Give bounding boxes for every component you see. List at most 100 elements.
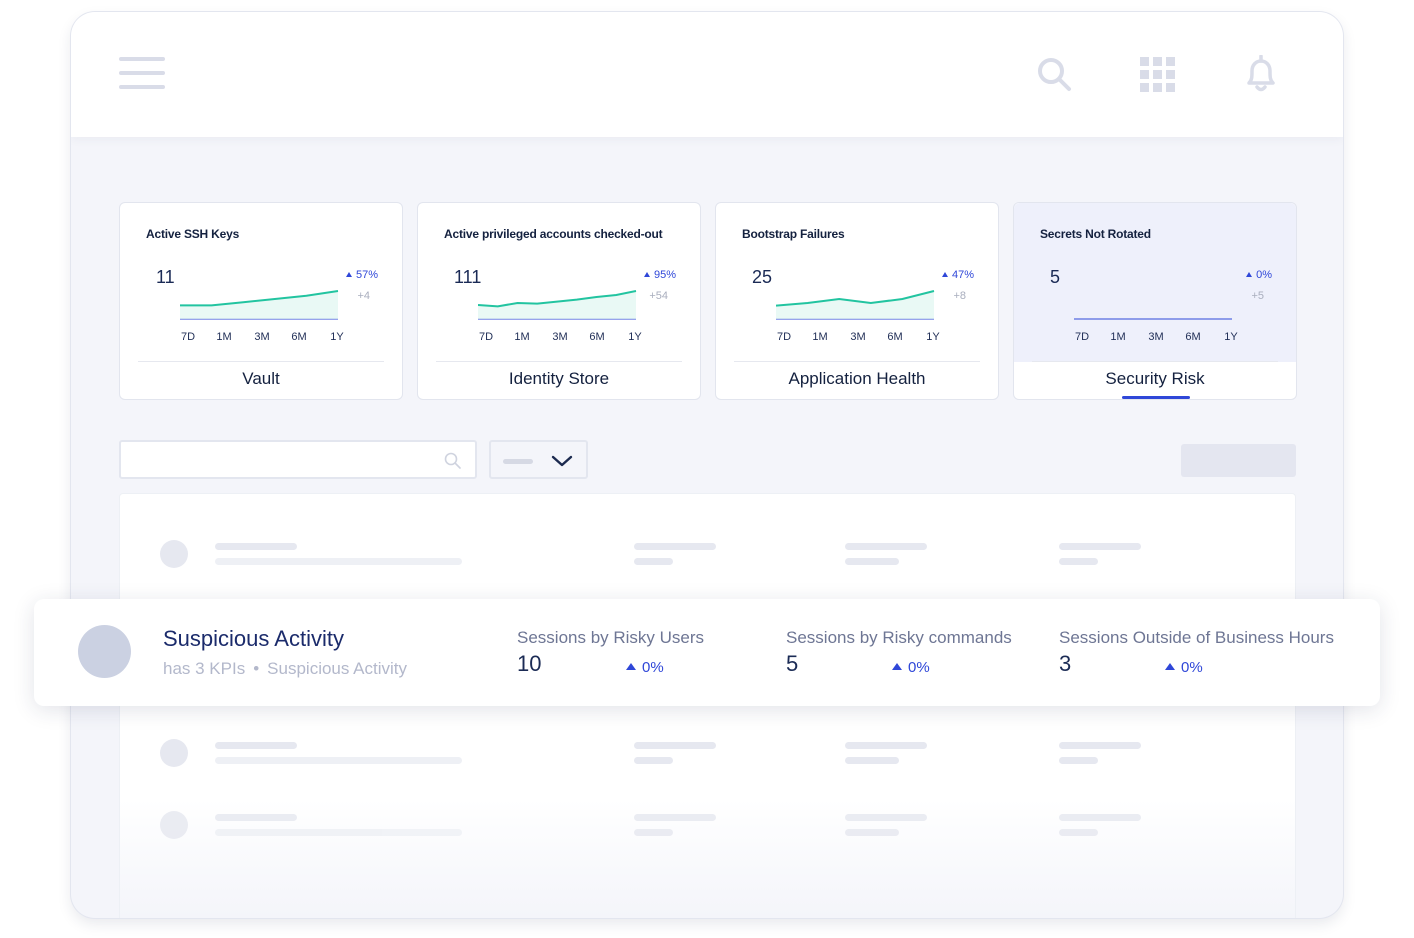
kpi-card-vault[interactable]: Active SSH Keys 11 57% +4 7D 1M 3M 6M 1Y Vau… — [119, 202, 403, 400]
kpi-value: 5 — [1050, 267, 1061, 287]
trend-up-icon — [892, 663, 902, 670]
metric-outside-business-hours: Sessions Outside of Business Hours 3 0% — [1059, 628, 1334, 676]
metric-value: 3 — [1059, 651, 1072, 676]
list-item-placeholder[interactable] — [120, 739, 1295, 779]
time-range-1m[interactable]: 1M — [216, 331, 232, 343]
time-range-6m[interactable]: 6M — [291, 331, 307, 343]
time-range-7d[interactable]: 7D — [478, 331, 494, 343]
time-range-1y[interactable]: 1Y — [926, 331, 940, 343]
time-range-3m[interactable]: 3M — [552, 331, 568, 343]
kpi-category-label: Security Risk — [1105, 369, 1205, 388]
time-range-1y[interactable]: 1Y — [628, 331, 642, 343]
metric-value: 10 — [517, 651, 542, 676]
metric-label: Sessions by Risky commands — [786, 628, 1012, 647]
kpi-sparkline — [180, 290, 339, 320]
metric-change-percent: 0% — [626, 659, 664, 676]
time-range-1m[interactable]: 1M — [1110, 331, 1126, 343]
search-input[interactable] — [119, 440, 477, 479]
time-range-6m[interactable]: 6M — [887, 331, 903, 343]
divider — [1032, 361, 1278, 362]
kpi-title: Bootstrap Failures — [742, 227, 845, 241]
sparkline-area — [776, 291, 934, 319]
metric-risky-commands: Sessions by Risky commands 5 0% — [786, 628, 1012, 676]
chevron-down-icon — [551, 455, 573, 467]
trend-up-icon — [1165, 663, 1175, 670]
sparkline-line — [180, 290, 339, 307]
list-item-placeholder[interactable] — [120, 540, 1295, 580]
kpi-value: 11 — [156, 267, 175, 287]
kpi-title: Secrets Not Rotated — [1040, 227, 1151, 241]
filter-dropdown[interactable] — [489, 440, 588, 479]
time-range-selector: 7D 1M 3M 6M 1Y — [776, 331, 952, 345]
kpi-change-percent: 57% — [345, 269, 378, 281]
kpi-sparkline — [1074, 318, 1232, 320]
avatar-placeholder — [160, 739, 188, 767]
kpi-count: has 3 KPIs — [163, 659, 246, 678]
kpi-sparkline — [478, 290, 637, 320]
group-subtitle: has 3 KPIs • Suspicious Activity — [163, 659, 407, 679]
time-range-selector: 7D 1M 3M 6M 1Y — [1074, 331, 1250, 345]
trend-up-icon — [1246, 272, 1253, 277]
time-range-1m[interactable]: 1M — [514, 331, 530, 343]
kpi-sparkline — [776, 290, 935, 320]
kpi-change-percent: 47% — [941, 269, 974, 281]
kpi-change-delta: +4 — [357, 290, 370, 302]
metric-risky-users: Sessions by Risky Users 10 0% — [517, 628, 705, 676]
kpi-title: Active SSH Keys — [146, 227, 240, 241]
separator-dot: • — [253, 659, 260, 678]
kpi-title: Active privileged accounts checked-out — [444, 227, 663, 241]
time-range-6m[interactable]: 6M — [1185, 331, 1201, 343]
metric-change-percent: 0% — [1165, 659, 1203, 676]
trend-up-icon — [626, 663, 636, 670]
avatar-placeholder — [160, 540, 188, 568]
metric-label: Sessions by Risky Users — [517, 628, 705, 647]
divider — [138, 361, 384, 362]
search-icon[interactable] — [1036, 55, 1072, 93]
list-item-placeholder[interactable] — [120, 811, 1295, 851]
trend-up-icon — [345, 272, 352, 277]
action-button[interactable] — [1181, 444, 1296, 477]
divider — [734, 361, 980, 362]
time-range-6m[interactable]: 6M — [589, 331, 605, 343]
kpi-change-percent: 0% — [1246, 269, 1272, 281]
time-range-1y[interactable]: 1Y — [1224, 331, 1238, 343]
kpi-card-application-health[interactable]: Bootstrap Failures 25 47% +8 7D 1M 3M 6M 1Y … — [715, 202, 999, 400]
hamburger-menu-icon[interactable] — [119, 57, 165, 89]
dropdown-value-placeholder — [503, 459, 533, 464]
time-range-1y[interactable]: 1Y — [330, 331, 344, 343]
kpi-card-security-risk[interactable]: Secrets Not Rotated 5 0% +5 7D 1M 3M 6M 1Y S… — [1013, 202, 1297, 400]
metric-label: Sessions Outside of Business Hours — [1059, 628, 1334, 647]
time-range-3m[interactable]: 3M — [254, 331, 270, 343]
kpi-change-percent: 95% — [643, 269, 676, 281]
kpi-category-label: Vault — [242, 369, 280, 388]
group-category: Suspicious Activity — [267, 659, 408, 678]
kpi-change-delta: +8 — [953, 290, 966, 302]
metric-value: 5 — [786, 651, 799, 676]
time-range-1m[interactable]: 1M — [812, 331, 828, 343]
active-tab-indicator — [1122, 396, 1190, 399]
app-window: Active SSH Keys 11 57% +4 7D 1M 3M 6M 1Y Vau… — [71, 12, 1343, 918]
time-range-7d[interactable]: 7D — [180, 331, 196, 343]
sparkline-line — [478, 290, 637, 308]
kpi-category-label: Identity Store — [508, 369, 610, 388]
time-range-7d[interactable]: 7D — [1074, 331, 1090, 343]
divider — [436, 361, 682, 362]
kpi-change-delta: +5 — [1251, 290, 1264, 302]
kpi-value: 25 — [752, 267, 773, 287]
bell-icon[interactable] — [1243, 54, 1279, 93]
time-range-3m[interactable]: 3M — [850, 331, 866, 343]
sparkline-line — [776, 290, 935, 307]
time-range-7d[interactable]: 7D — [776, 331, 792, 343]
sparkline-area — [180, 291, 338, 319]
time-range-selector: 7D 1M 3M 6M 1Y — [478, 331, 654, 345]
featured-kpi-group-row[interactable]: Suspicious Activity has 3 KPIs • Suspiciou… — [34, 599, 1380, 706]
metric-change-percent: 0% — [892, 659, 930, 676]
kpi-card-identity-store[interactable]: Active privileged accounts checked-out 1… — [417, 202, 701, 400]
apps-grid-icon[interactable] — [1140, 55, 1176, 93]
time-range-selector: 7D 1M 3M 6M 1Y — [180, 331, 356, 345]
kpi-change-delta: +54 — [649, 290, 668, 302]
time-range-3m[interactable]: 3M — [1148, 331, 1164, 343]
avatar — [78, 625, 131, 678]
top-bar — [71, 12, 1343, 137]
avatar-placeholder — [160, 811, 188, 839]
